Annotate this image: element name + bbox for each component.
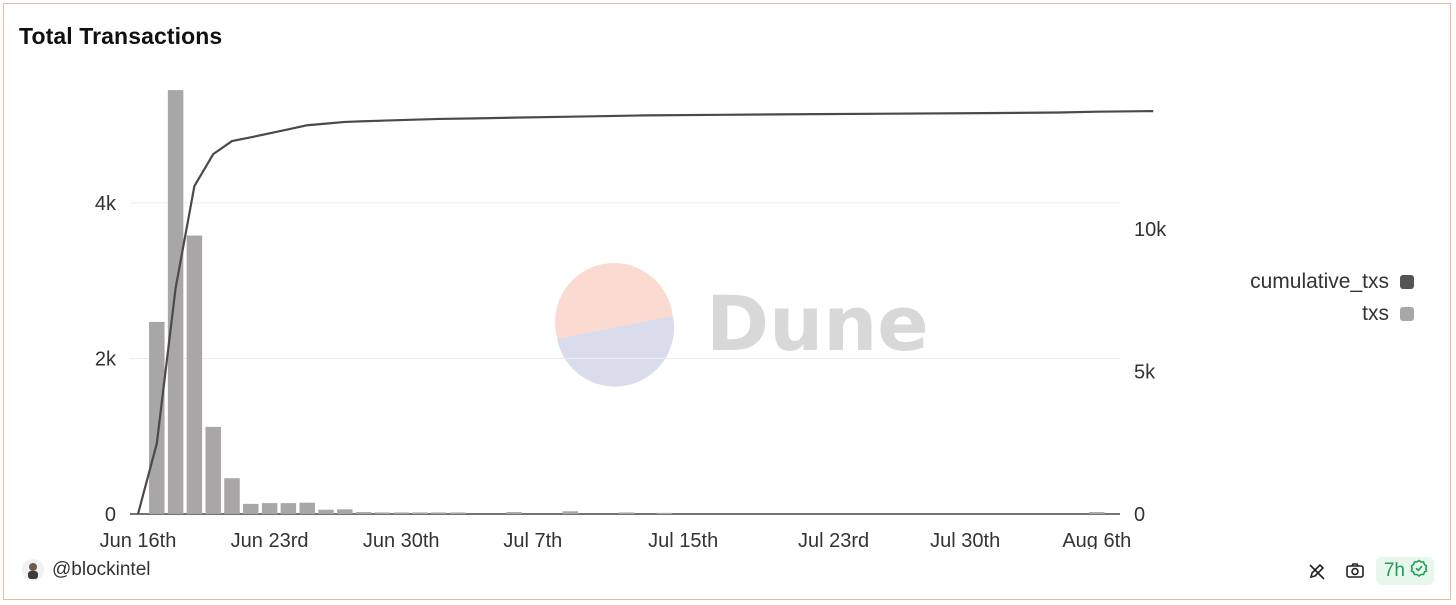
bar-txs xyxy=(393,512,409,514)
x-tick-label: Jun 16th xyxy=(100,530,177,549)
legend-label: txs xyxy=(1362,302,1389,325)
y-right-tick-label: 10k xyxy=(1134,219,1167,241)
bar-txs xyxy=(449,512,466,514)
bar-txs xyxy=(167,90,184,514)
bar-txs xyxy=(656,512,673,514)
avatar xyxy=(22,559,44,581)
x-tick-label: Jun 23rd xyxy=(231,530,309,549)
x-tick-label: Jul 23rd xyxy=(798,530,869,549)
legend-item-txs[interactable]: txs xyxy=(1250,298,1414,330)
y-left-tick-label: 0 xyxy=(105,504,116,526)
age-badge[interactable]: 7h xyxy=(1375,557,1434,585)
check-circle-icon xyxy=(1410,559,1428,583)
chart-card: Total Transactions Dune 0 2k 4k 0 5k 10k Jun 16… xyxy=(3,3,1451,600)
bar-txs xyxy=(318,509,334,514)
bar-txs xyxy=(224,478,240,514)
bar-txs xyxy=(299,502,315,514)
y-right-tick-label: 0 xyxy=(1134,504,1145,526)
bar-txs xyxy=(243,503,259,514)
age-badge-label: 7h xyxy=(1383,560,1405,581)
bar-txs xyxy=(186,235,203,515)
edit-icon[interactable] xyxy=(1304,558,1330,584)
bar-txs xyxy=(280,503,297,514)
bar-txs xyxy=(431,512,447,514)
y-left-tick-label: 2k xyxy=(95,348,117,370)
x-tick-label: Jul 30th xyxy=(930,530,1000,549)
x-tick-label: Jul 15th xyxy=(648,530,718,549)
bar-txs xyxy=(562,511,579,514)
legend-swatch xyxy=(1400,307,1414,321)
bar-txs xyxy=(337,509,353,514)
chart-canvas: Dune 0 2k 4k 0 5k 10k Jun 16th Jun 23rd Jun 30th J… xyxy=(95,90,1167,549)
watermark-text: Dune xyxy=(706,279,929,368)
line-cumulative-txs xyxy=(136,110,1154,515)
author[interactable]: @blockintel xyxy=(22,559,151,581)
author-name: @blockintel xyxy=(52,559,151,580)
watermark-logo-lower xyxy=(557,316,675,387)
bar-txs xyxy=(261,503,278,514)
legend: cumulative_txs txs xyxy=(1250,266,1414,330)
bar-txs xyxy=(374,512,391,514)
bar-txs xyxy=(412,512,428,514)
bar-txs xyxy=(619,512,635,514)
toolbar: 7h xyxy=(1292,557,1434,585)
footer: @blockintel 7h xyxy=(4,553,1450,599)
bar-txs xyxy=(506,512,522,514)
y-right-tick-label: 5k xyxy=(1134,361,1156,383)
camera-icon[interactable] xyxy=(1342,558,1368,584)
chart-title: Total Transactions xyxy=(19,23,223,49)
x-tick-label: Jul 7th xyxy=(503,530,562,549)
x-tick-label: Aug 6th xyxy=(1062,530,1131,549)
bar-txs xyxy=(149,321,165,514)
y-left-tick-label: 4k xyxy=(95,193,117,215)
legend-label: cumulative_txs xyxy=(1250,270,1389,293)
legend-swatch xyxy=(1400,275,1414,289)
bar-txs xyxy=(355,512,372,514)
bar-txs xyxy=(1089,512,1105,514)
x-tick-label: Jun 30th xyxy=(363,530,440,549)
legend-item-cumulative[interactable]: cumulative_txs xyxy=(1250,266,1414,298)
bar-txs xyxy=(205,426,221,514)
